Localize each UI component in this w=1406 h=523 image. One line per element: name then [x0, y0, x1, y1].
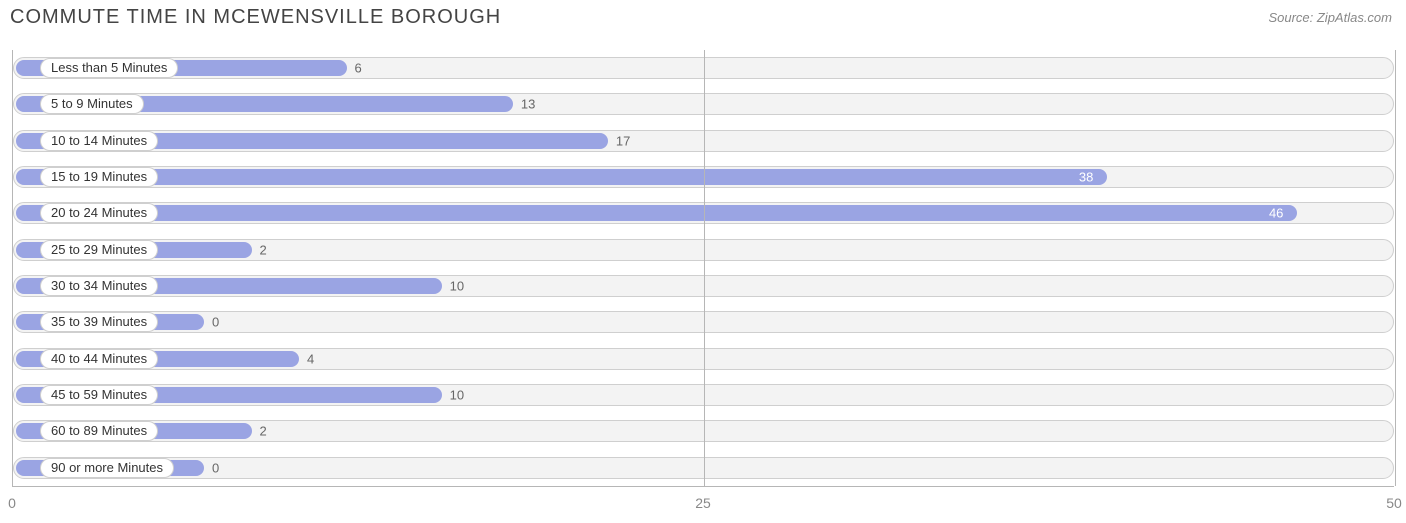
value-label: 46 [1269, 206, 1283, 221]
value-label: 38 [1079, 170, 1093, 185]
category-pill: 15 to 19 Minutes [40, 167, 158, 187]
plot-area: Less than 5 Minutes 6 5 to 9 Minutes 13 10 t… [12, 50, 1394, 487]
chart-source: Source: ZipAtlas.com [1268, 10, 1392, 25]
value-label: 0 [212, 315, 219, 330]
value-label: 10 [450, 279, 464, 294]
category-pill: 10 to 14 Minutes [40, 131, 158, 151]
bar [16, 205, 1297, 221]
source-name: ZipAtlas.com [1317, 10, 1392, 25]
x-tick: 0 [8, 495, 16, 511]
category-pill: 25 to 29 Minutes [40, 240, 158, 260]
category-pill: 5 to 9 Minutes [40, 94, 144, 114]
bar [16, 169, 1107, 185]
category-pill: 30 to 34 Minutes [40, 276, 158, 296]
x-axis: 02550 [12, 495, 1394, 515]
gridline [1395, 50, 1396, 486]
category-pill: 35 to 39 Minutes [40, 312, 158, 332]
category-pill: 60 to 89 Minutes [40, 421, 158, 441]
category-pill: 45 to 59 Minutes [40, 385, 158, 405]
value-label: 10 [450, 388, 464, 403]
chart-title: COMMUTE TIME IN MCEWENSVILLE BOROUGH [10, 6, 501, 29]
category-pill: 90 or more Minutes [40, 458, 174, 478]
value-label: 17 [616, 133, 630, 148]
value-label: 2 [260, 424, 267, 439]
category-pill: 40 to 44 Minutes [40, 349, 158, 369]
value-label: 4 [307, 351, 314, 366]
gridline [704, 50, 705, 486]
category-pill: Less than 5 Minutes [40, 58, 178, 78]
value-label: 2 [260, 242, 267, 257]
source-prefix: Source: [1268, 10, 1316, 25]
value-label: 0 [212, 460, 219, 475]
value-label: 13 [521, 97, 535, 112]
commute-time-chart: COMMUTE TIME IN MCEWENSVILLE BOROUGH Sou… [0, 0, 1406, 523]
x-tick: 25 [695, 495, 711, 511]
x-tick: 50 [1386, 495, 1402, 511]
category-pill: 20 to 24 Minutes [40, 203, 158, 223]
value-label: 6 [355, 61, 362, 76]
